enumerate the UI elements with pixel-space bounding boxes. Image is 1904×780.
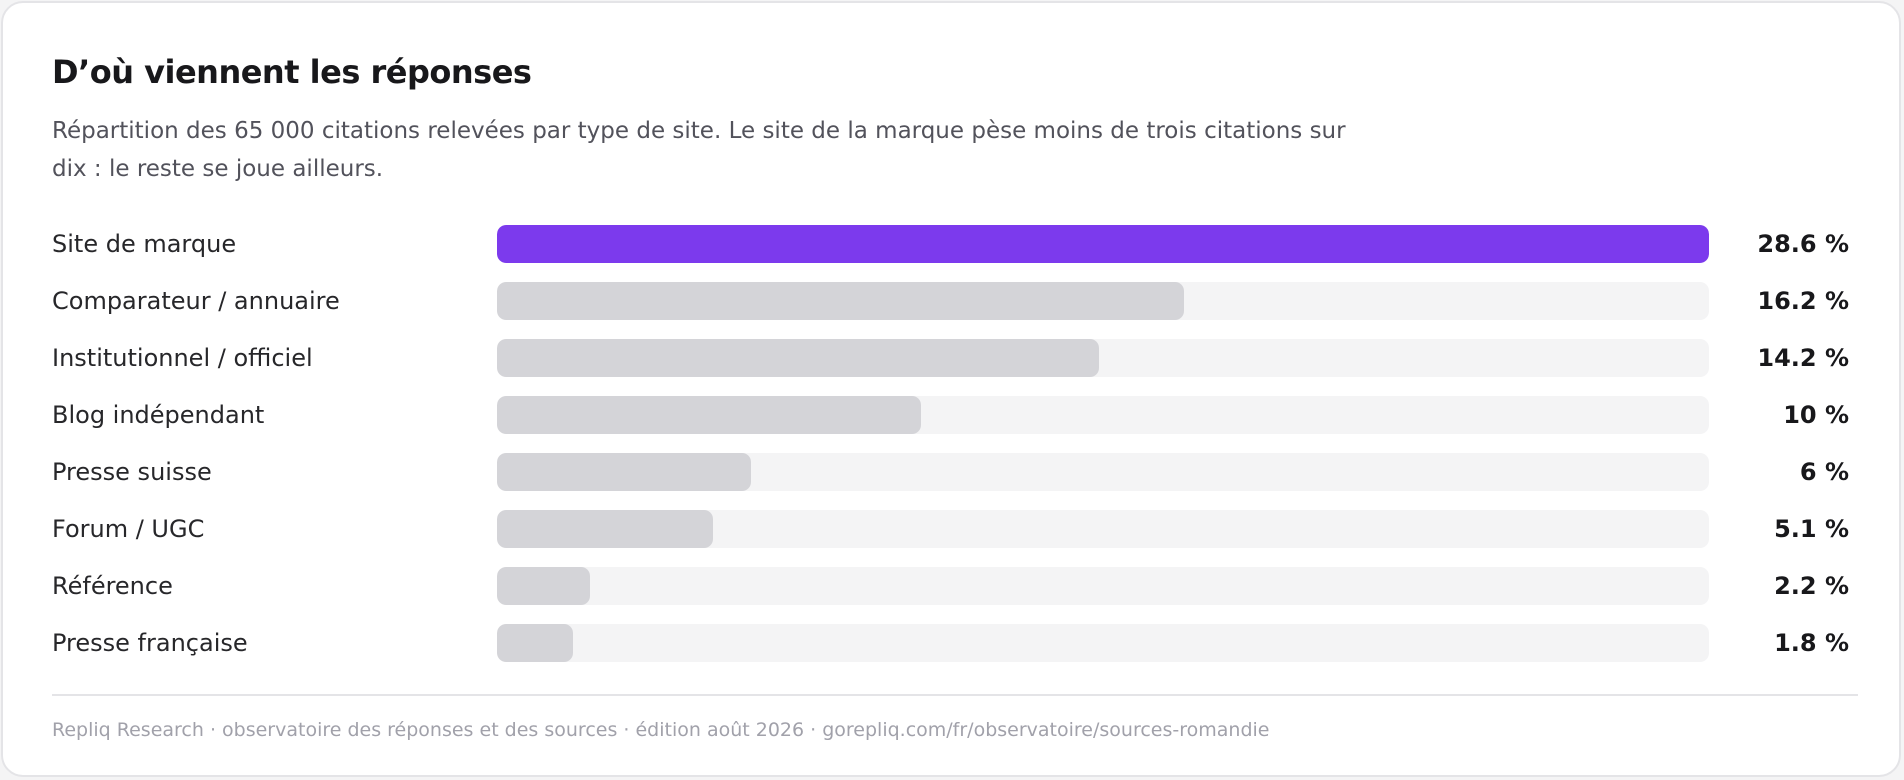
bar-track: [497, 282, 1709, 320]
bar-category-label: Blog indépendant: [52, 401, 265, 429]
bar-track: [497, 225, 1709, 263]
bar-row: Presse suisse 6 %: [3, 453, 1899, 491]
bar-track: [497, 453, 1709, 491]
bar-row: Institutionnel / officiel 14.2 %: [3, 339, 1899, 377]
bar-category-label: Institutionnel / officiel: [52, 344, 313, 372]
bar-value-label: 16.2 %: [1757, 287, 1849, 315]
bar-row: Référence 2.2 %: [3, 567, 1899, 605]
bar-value-label: 2.2 %: [1774, 572, 1849, 600]
bar: [497, 225, 1709, 263]
bar-track: [497, 396, 1709, 434]
bar-category-label: Comparateur / annuaire: [52, 287, 340, 315]
bar: [497, 624, 573, 662]
bar-category-label: Forum / UGC: [52, 515, 205, 543]
bar-value-label: 6 %: [1799, 458, 1849, 486]
bar-value-label: 10 %: [1783, 401, 1849, 429]
bar-category-label: Référence: [52, 572, 173, 600]
bar-row: Comparateur / annuaire 16.2 %: [3, 282, 1899, 320]
chart-title: D’où viennent les réponses: [52, 53, 532, 91]
footer-divider: [52, 694, 1858, 696]
bar: [497, 282, 1184, 320]
bar-value-label: 5.1 %: [1774, 515, 1849, 543]
bar: [497, 510, 713, 548]
bar-value-label: 14.2 %: [1757, 344, 1849, 372]
bar: [497, 339, 1099, 377]
bar-value-label: 1.8 %: [1774, 629, 1849, 657]
bar: [497, 453, 751, 491]
bar-track: [497, 510, 1709, 548]
bar-row: Blog indépendant 10 %: [3, 396, 1899, 434]
bar-row: Presse française 1.8 %: [3, 624, 1899, 662]
source-footer: Repliq Research · observatoire des répon…: [52, 719, 1270, 741]
bar-list: Site de marque 28.6 % Comparateur / annuai…: [3, 3, 1899, 775]
bar-row: Forum / UGC 5.1 %: [3, 510, 1899, 548]
bar-category-label: Presse suisse: [52, 458, 212, 486]
bar-track: [497, 339, 1709, 377]
bar-category-label: Presse française: [52, 629, 248, 657]
bar-track: [497, 624, 1709, 662]
bar-category-label: Site de marque: [52, 230, 237, 258]
bar-row: Site de marque 28.6 %: [3, 225, 1899, 263]
bar: [497, 567, 590, 605]
chart-subtitle: Répartition des 65 000 citations relevée…: [52, 118, 1346, 182]
bar-track: [497, 567, 1709, 605]
bar-value-label: 28.6 %: [1757, 230, 1849, 258]
bar: [497, 396, 921, 434]
